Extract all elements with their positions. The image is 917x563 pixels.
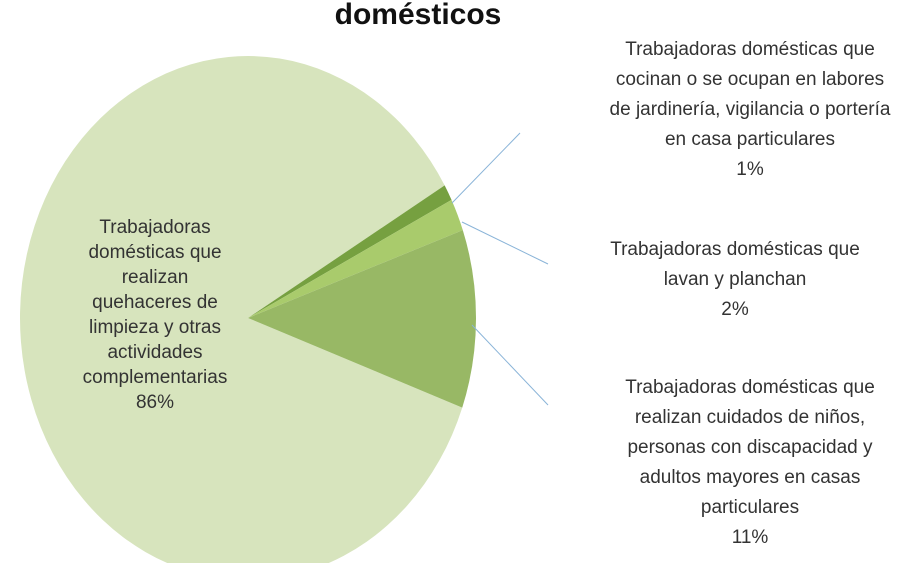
label-line: Trabajadoras domésticas que	[610, 239, 860, 260]
slice-label: Trabajadoras domésticas que realizan quehac…	[83, 217, 228, 413]
value-label: 1%	[736, 159, 764, 180]
label-line: de jardinería, vigilancia o portería	[610, 99, 891, 120]
leader-line	[451, 132, 521, 204]
pie-slice	[20, 56, 463, 563]
leader-line	[471, 324, 549, 406]
label-line: quehaceres de	[92, 292, 218, 313]
slice-label: Trabajadoras domésticas que lavan y planc…	[610, 239, 860, 320]
label-line: particulares	[701, 497, 799, 518]
label-line: actividades	[107, 342, 202, 363]
label-line: Trabajadoras	[99, 217, 210, 238]
label-line: limpieza y otras	[89, 317, 221, 338]
pie-slice	[248, 185, 452, 318]
value-label: 2%	[721, 299, 749, 320]
value-label: 86%	[136, 392, 174, 413]
label-line: complementarias	[83, 367, 228, 388]
label-line: cocinan o se ocupan en labores	[616, 69, 884, 90]
label-line: domésticas que	[88, 242, 221, 263]
label-line: realizan cuidados de niños,	[635, 407, 865, 428]
slice-label: Trabajadoras domésticas que cocinan o se …	[610, 39, 891, 180]
pie-slice	[248, 199, 463, 318]
label-line: adultos mayores en casas	[640, 467, 861, 488]
label-line: Trabajadoras domésticas que	[625, 39, 875, 60]
slice-label: Trabajadoras domésticas que realizan cuid…	[625, 377, 875, 548]
label-line: lavan y planchan	[664, 269, 807, 290]
label-line: realizan	[122, 267, 189, 288]
pie-slice	[248, 230, 476, 408]
label-line: personas con discapacidad y	[627, 437, 873, 458]
chart-title: domésticos	[335, 0, 502, 31]
label-line: Trabajadoras domésticas que	[625, 377, 875, 398]
value-label: 11%	[732, 527, 769, 548]
leader-line	[461, 221, 549, 265]
label-line: en casa particulares	[665, 129, 835, 150]
